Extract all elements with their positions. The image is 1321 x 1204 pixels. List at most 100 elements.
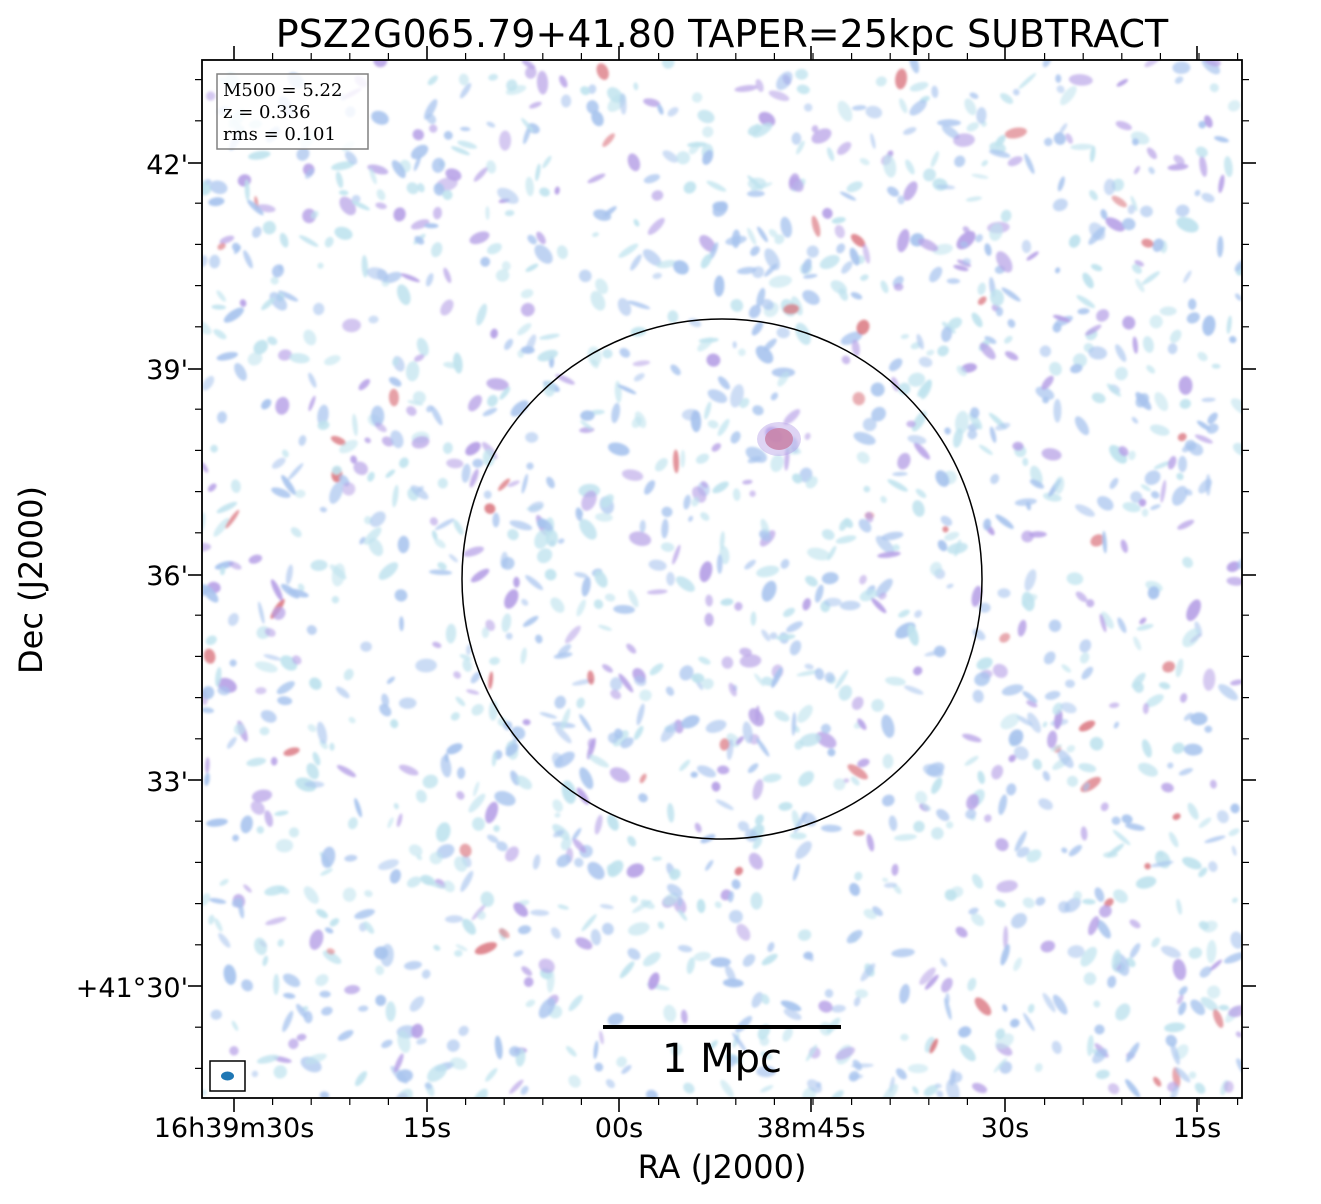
noise-blob — [261, 297, 275, 311]
noise-blob — [306, 763, 319, 780]
noise-blob — [317, 420, 330, 430]
y-axis: +41°30' 33' 36' 39' 42' Dec (J2000) — [12, 150, 188, 1004]
noise-blob — [1082, 272, 1094, 289]
noise-blob — [505, 743, 519, 757]
noise-blob — [607, 1013, 624, 1026]
noise-blob — [525, 263, 539, 272]
noise-blob — [643, 98, 661, 107]
noise-blob — [378, 562, 399, 580]
noise-blob — [619, 961, 635, 979]
noise-blob — [711, 443, 722, 452]
noise-blob — [342, 887, 357, 902]
noise-blob — [554, 695, 566, 709]
noise-blob — [880, 280, 889, 294]
noise-blob — [580, 86, 591, 96]
noise-blob — [699, 235, 716, 252]
noise-blob — [1103, 178, 1116, 196]
noise-blob — [253, 339, 268, 355]
noise-blob — [581, 914, 597, 932]
noise-blob — [427, 1064, 447, 1082]
noise-blob — [935, 1083, 942, 1089]
noise-blob — [485, 801, 499, 824]
noise-blob — [587, 861, 605, 880]
noise-blob — [1022, 691, 1038, 703]
noise-blob — [872, 906, 883, 917]
noise-blob — [1175, 204, 1190, 217]
noise-blob — [535, 163, 541, 181]
noise-blob — [888, 358, 903, 372]
noise-blob — [376, 189, 386, 201]
noise-blob — [913, 820, 925, 833]
noise-blob — [611, 402, 621, 424]
noise-blob — [803, 951, 814, 960]
noise-blob — [944, 531, 960, 541]
noise-blob — [899, 983, 910, 1004]
noise-blob — [275, 396, 290, 415]
noise-blob — [1004, 351, 1019, 361]
noise-blob — [705, 594, 713, 607]
noise-blob — [443, 131, 453, 140]
noise-blob — [856, 319, 870, 335]
noise-blob — [627, 835, 637, 847]
noise-blob — [473, 167, 488, 182]
noise-blob — [381, 1039, 393, 1049]
noise-blob — [575, 507, 583, 521]
noise-blob — [696, 899, 706, 913]
noise-blob — [488, 73, 498, 81]
noise-blob — [520, 1085, 529, 1095]
noise-blob — [413, 155, 421, 172]
noise-blob — [248, 554, 263, 564]
noise-blob — [310, 559, 328, 572]
noise-blob — [1135, 392, 1152, 411]
noise-blob — [704, 401, 712, 420]
noise-blob — [1111, 195, 1127, 208]
noise-blob — [243, 884, 252, 893]
noise-blob — [559, 75, 568, 88]
noise-blob — [710, 957, 731, 968]
noise-blob — [739, 397, 750, 409]
noise-blob — [431, 242, 443, 258]
noise-blob — [756, 1065, 777, 1078]
noise-blob — [353, 461, 368, 476]
noise-blob — [667, 803, 675, 823]
noise-blob — [1160, 479, 1167, 503]
noise-blob — [677, 945, 693, 953]
noise-blob — [581, 490, 597, 511]
noise-blob — [463, 546, 484, 557]
noise-blob — [484, 503, 496, 514]
noise-blob — [1080, 826, 1088, 841]
noise-blob — [1209, 779, 1217, 789]
noise-blob — [944, 427, 951, 435]
noise-blob — [1171, 485, 1188, 506]
noise-blob — [1044, 137, 1053, 147]
noise-blob — [1113, 889, 1128, 904]
noise-blob — [308, 372, 317, 388]
noise-blob — [936, 808, 950, 822]
noise-blob — [797, 929, 812, 941]
noise-blob — [792, 863, 800, 881]
noise-blob — [271, 457, 286, 469]
noise-blob — [272, 264, 284, 278]
noise-blob — [487, 834, 499, 844]
noise-blob — [852, 105, 867, 111]
noise-blob — [472, 458, 484, 468]
noise-blob — [1111, 816, 1121, 825]
noise-blob — [205, 757, 210, 774]
noise-blob — [416, 854, 423, 861]
noise-blob — [936, 184, 956, 190]
noise-blob — [274, 810, 289, 816]
noise-blob — [797, 704, 813, 723]
noise-blob — [1135, 278, 1145, 293]
y-tick-label: 33' — [146, 767, 188, 798]
noise-blob — [1198, 867, 1208, 878]
noise-blob — [1212, 1009, 1224, 1028]
noise-blob — [1012, 88, 1020, 96]
noise-blob — [971, 873, 984, 889]
noise-blob — [304, 1053, 327, 1065]
noise-blob — [1026, 251, 1039, 261]
noise-blob — [394, 589, 408, 602]
noise-blob — [285, 564, 293, 585]
noise-blob — [923, 168, 936, 182]
noise-blob — [560, 708, 571, 731]
noise-blob — [762, 773, 782, 783]
